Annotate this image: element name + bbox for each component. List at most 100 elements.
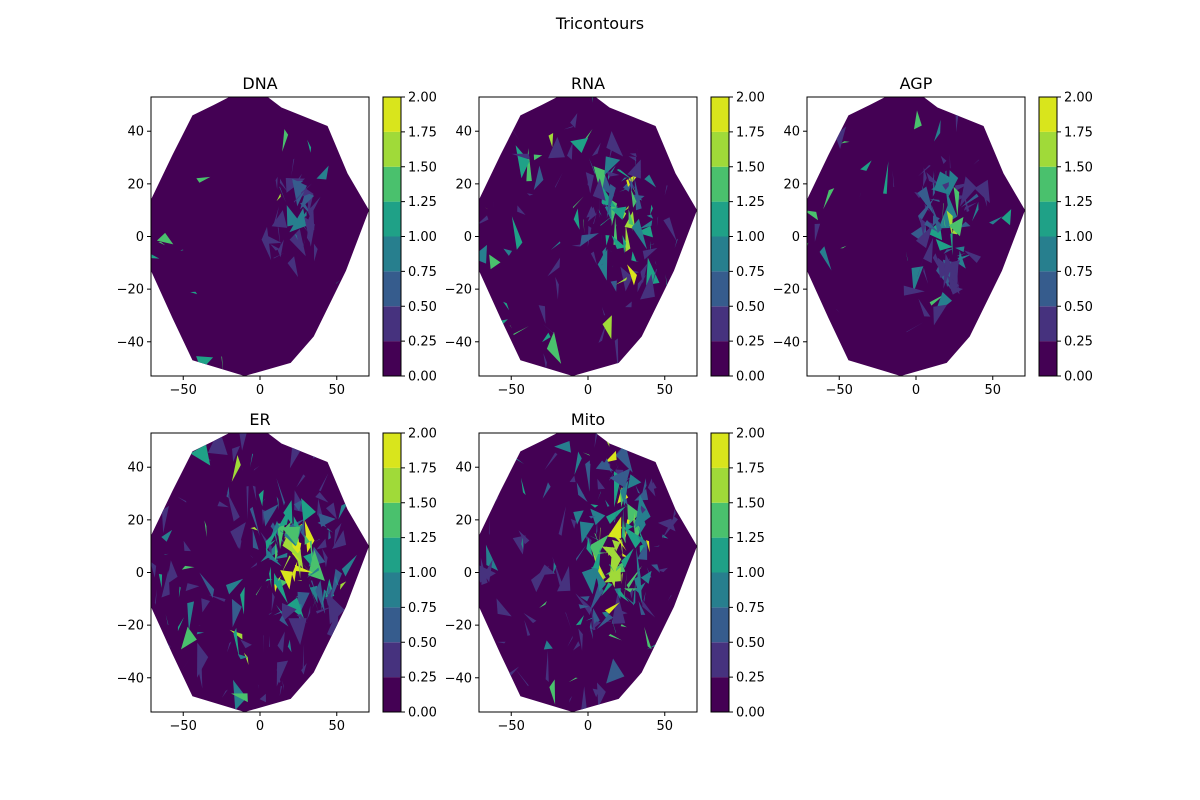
contour-patch [288,618,307,646]
contour-patch [569,695,573,703]
contour-patch [601,577,603,581]
contour-patch [515,668,529,687]
colorbar-band [383,306,401,342]
contour-patch [269,635,270,647]
contour-patch [935,239,953,251]
contour-patch [949,285,964,295]
colorbar-band [383,607,401,643]
subplot-title: AGP [900,74,933,93]
contour-patch [851,129,853,131]
contour-patch [973,159,980,165]
colorbar-tick-label: 1.75 [736,125,765,140]
contour-patch [949,260,961,290]
colorbar-band [711,433,729,468]
y-tick-label: 0 [136,230,144,245]
contour-patch [618,588,630,603]
y-tick-label: 20 [783,177,800,192]
contour-patch [943,258,950,279]
contour-patch [542,332,551,343]
contour-patch [608,610,617,633]
contour-patch [282,129,289,152]
contour-patch [231,454,241,482]
contour-patch [304,534,310,545]
subplot-rna: RNA −50 0 50 −40 −20 0 20 40 0.00 0.25 0.50 0.75 1.00… [445,74,765,398]
contour-patch [667,595,672,601]
contour-patch [538,305,546,324]
contour-patch [297,580,303,581]
contour-patch [589,534,609,560]
contour-patch [615,588,624,594]
colorbar-band [383,201,401,237]
contour-patch [931,168,937,186]
contour-patch [635,485,641,494]
contour-patch [322,548,328,568]
contour-patch [274,541,278,561]
contour-patch [615,223,617,229]
colorbar-band [383,642,401,678]
contour-patch [221,689,228,698]
colorbar-tick-label: 0.50 [1064,300,1093,315]
contour-patch [546,331,562,364]
contour-patch [947,170,959,198]
contour-patch [269,566,272,588]
contour-patch [634,575,643,605]
contour-patch [614,531,627,551]
contour-patch [338,502,349,520]
contour-patch [280,570,293,590]
contour-patch [606,183,616,219]
contour-patch [604,156,621,176]
contour-patch [917,186,934,215]
contour-patch [575,593,593,616]
contour-patch [549,679,556,705]
contour-patch [625,224,631,252]
contour-patch [835,126,847,150]
contour-patch [657,518,676,532]
contour-patch [325,502,337,520]
contour-patch [600,211,618,226]
contour-patch [578,604,590,609]
contour-patch [301,663,307,675]
x-tick-label: 0 [256,383,264,398]
colorbar-tick-label: 2.00 [408,427,437,442]
contour-patch [609,468,631,489]
contour-patch [524,620,531,636]
contour-patch [616,463,620,473]
contour-patch [911,266,924,293]
colorbar-band [383,341,401,376]
contour-patch [515,145,530,179]
colorbar-band [711,166,729,202]
y-tick-label: 40 [455,125,472,140]
contour-patch [278,505,291,528]
contour-patch [317,520,327,528]
y-tick-label: −40 [445,671,472,686]
contour-patch [629,153,637,158]
colorbar-tick-label: 1.50 [736,496,765,511]
colorbar-band [1039,201,1057,237]
contour-patch [906,321,925,333]
colorbar-tick-label: 1.25 [1064,195,1093,210]
colorbar-band [383,467,401,503]
contour-patch [240,639,252,649]
contour-patch [633,200,638,205]
contour-patch [250,453,254,468]
contour-patch [596,614,614,630]
contour-patch [239,433,247,451]
contour-patch [304,520,315,553]
x-tick-label: 0 [256,719,264,734]
contour-patch [295,594,302,598]
contour-patch [955,246,965,253]
colorbar-tick-label: 0.25 [736,671,765,686]
contour-patch [496,598,512,617]
contour-patch [948,217,964,237]
contour-patch [335,280,340,284]
contour-patch [296,474,306,488]
contour-patch [231,693,248,703]
contour-patch [542,482,551,499]
contour-patch [619,263,621,264]
colorbar-tick-label: 1.75 [736,461,765,476]
x-tick-label: 0 [912,383,920,398]
contour-patch [277,239,284,258]
colorbar-tick-label: 0.00 [736,706,765,721]
contour-patch [589,516,596,519]
colorbar-tick-label: 1.50 [408,160,437,175]
